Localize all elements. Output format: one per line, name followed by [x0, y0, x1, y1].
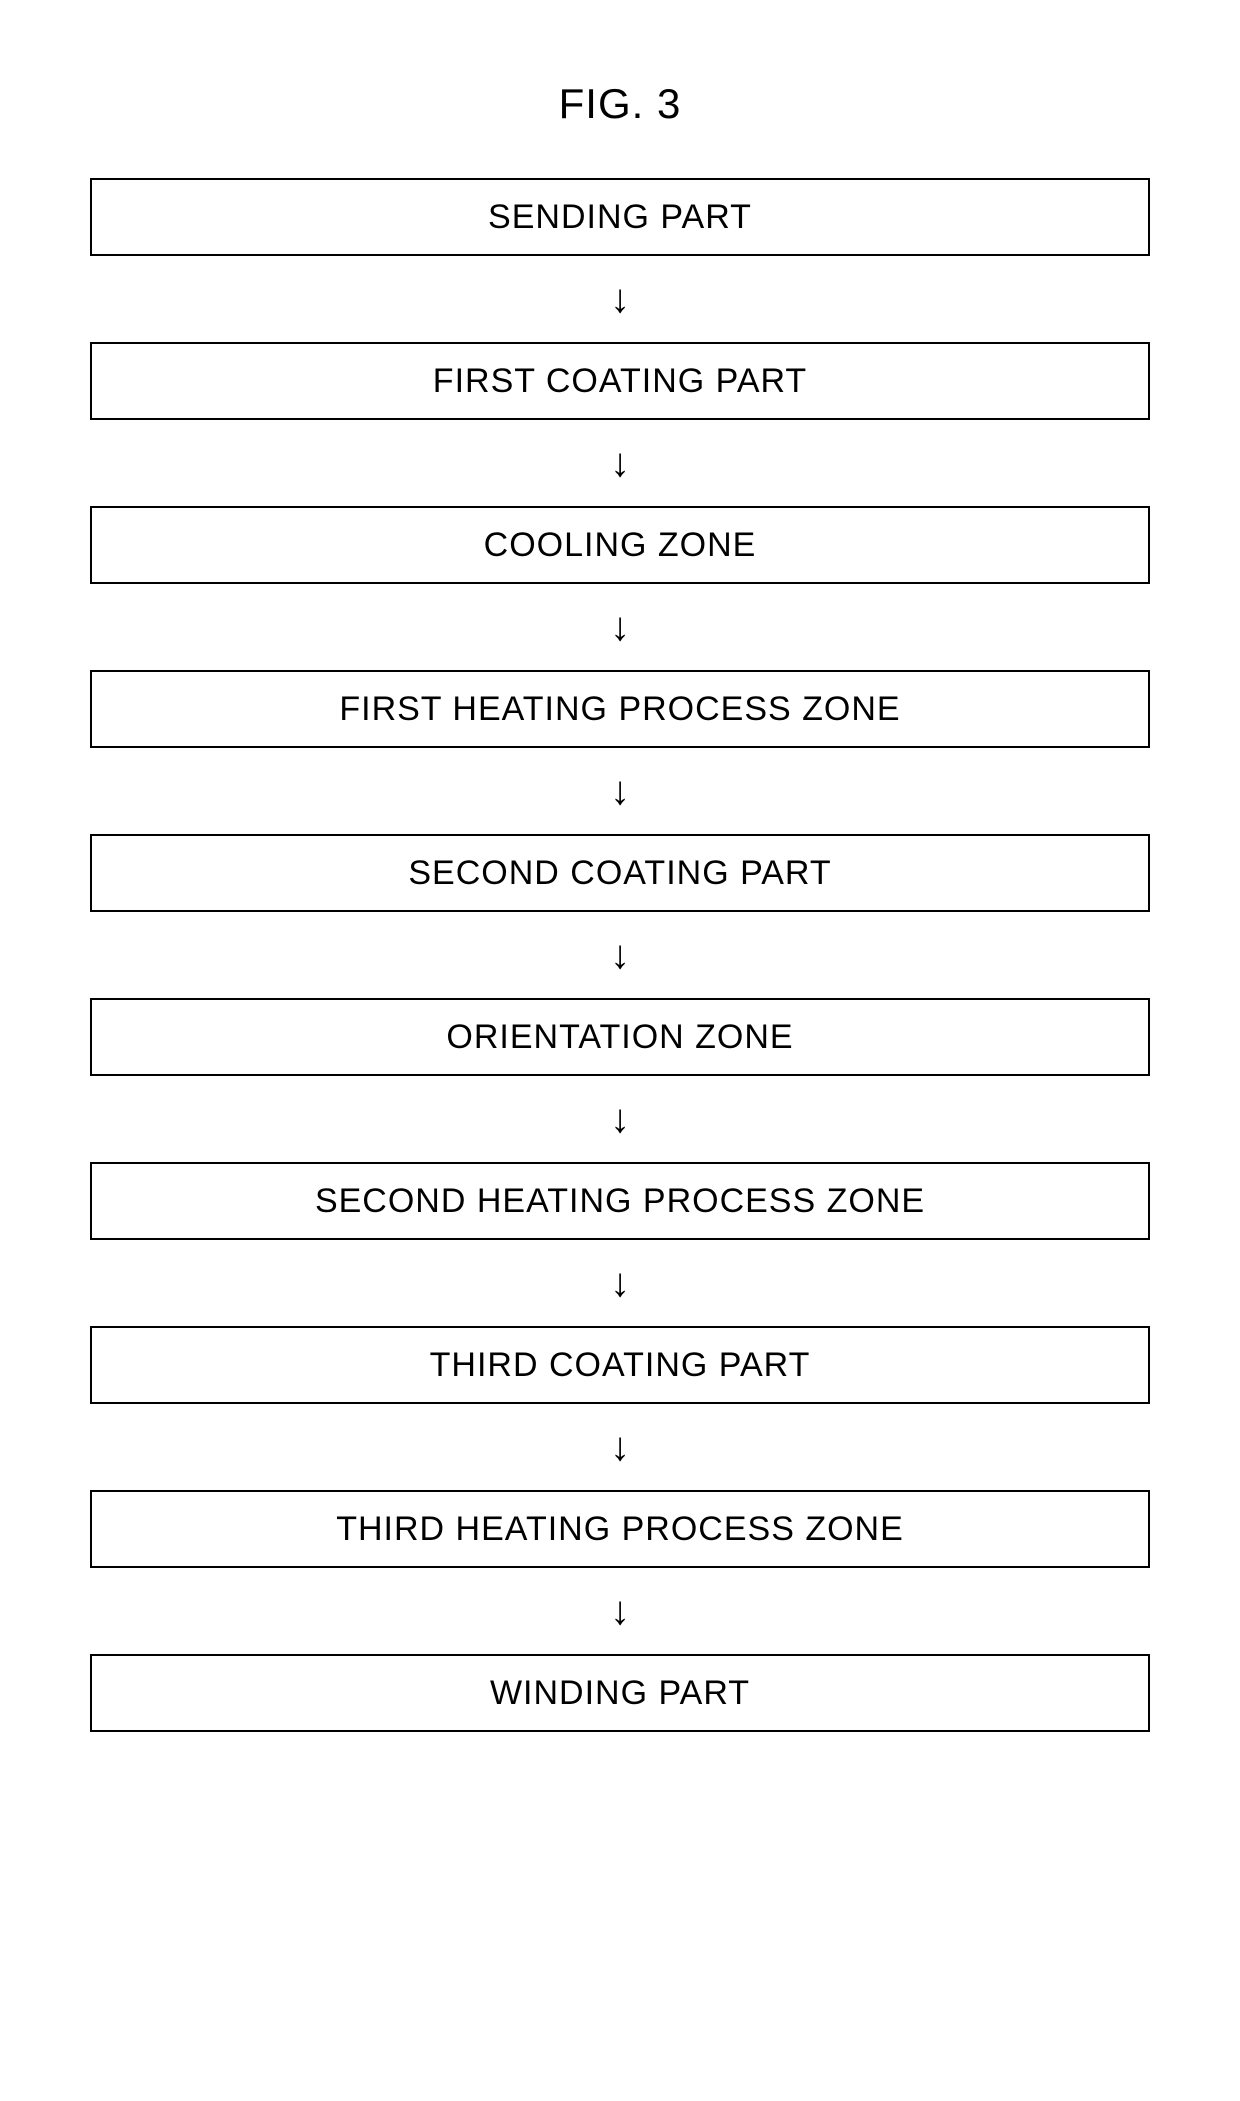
flow-step: ORIENTATION ZONE [90, 998, 1150, 1076]
arrow-down-icon: ↓ [610, 912, 630, 998]
arrow-down-icon: ↓ [610, 1240, 630, 1326]
flow-step: THIRD HEATING PROCESS ZONE [90, 1490, 1150, 1568]
flow-step: WINDING PART [90, 1654, 1150, 1732]
arrow-down-icon: ↓ [610, 1076, 630, 1162]
arrow-down-icon: ↓ [610, 420, 630, 506]
arrow-down-icon: ↓ [610, 1568, 630, 1654]
flow-step: COOLING ZONE [90, 506, 1150, 584]
flow-step: SECOND COATING PART [90, 834, 1150, 912]
flow-step: SENDING PART [90, 178, 1150, 256]
figure-page: FIG. 3 SENDING PART↓FIRST COATING PART↓C… [0, 0, 1240, 1812]
arrow-down-icon: ↓ [610, 748, 630, 834]
figure-title: FIG. 3 [90, 80, 1150, 128]
arrow-down-icon: ↓ [610, 256, 630, 342]
flow-step: SECOND HEATING PROCESS ZONE [90, 1162, 1150, 1240]
flow-step: FIRST COATING PART [90, 342, 1150, 420]
flow-step: THIRD COATING PART [90, 1326, 1150, 1404]
flowchart: SENDING PART↓FIRST COATING PART↓COOLING … [90, 178, 1150, 1732]
arrow-down-icon: ↓ [610, 1404, 630, 1490]
flow-step: FIRST HEATING PROCESS ZONE [90, 670, 1150, 748]
arrow-down-icon: ↓ [610, 584, 630, 670]
